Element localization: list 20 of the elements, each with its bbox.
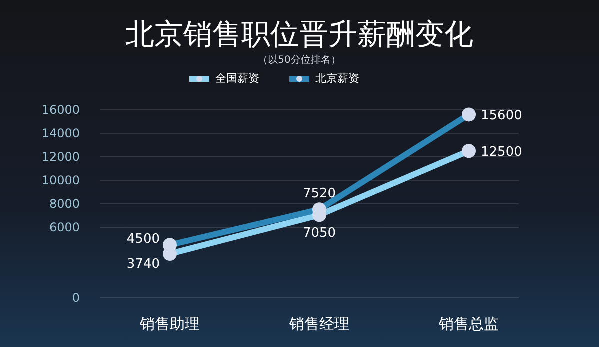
legend-label: 全国薪资 bbox=[216, 72, 260, 85]
x-tick-label: 销售总监 bbox=[438, 315, 499, 333]
legend-label: 北京薪资 bbox=[316, 72, 360, 85]
x-tick-label: 销售经理 bbox=[288, 315, 350, 333]
y-tick-label: 6000 bbox=[49, 220, 80, 234]
data-label: 15600 bbox=[481, 108, 522, 124]
data-label: 3740 bbox=[126, 257, 160, 272]
chart-title: 北京销售职位晋升薪酬变化 bbox=[126, 17, 474, 51]
data-label: 12500 bbox=[481, 145, 522, 160]
y-tick-label: 10000 bbox=[42, 174, 80, 188]
y-tick-label: 8000 bbox=[49, 197, 80, 211]
y-tick-label: 16000 bbox=[42, 103, 80, 117]
y-tick-label: 0 bbox=[72, 291, 80, 305]
chart-subtitle: （以50分位排名） bbox=[258, 54, 341, 66]
y-tick-label: 12000 bbox=[42, 150, 80, 164]
x-tick-label: 销售助理 bbox=[139, 315, 200, 333]
y-tick-label: 14000 bbox=[42, 126, 80, 140]
data-label: 4500 bbox=[126, 232, 160, 248]
data-label: 7050 bbox=[302, 226, 336, 242]
data-label: 7520 bbox=[302, 186, 336, 202]
